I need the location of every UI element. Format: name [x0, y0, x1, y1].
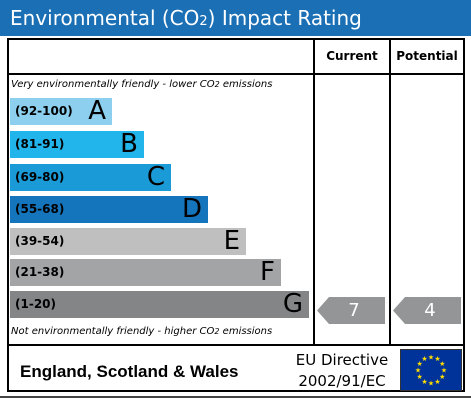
bottom-rule — [0, 396, 471, 398]
band-g: (1-20) G — [10, 291, 309, 318]
band-letter: B — [120, 129, 138, 159]
eu-star-icon: ★ — [434, 355, 440, 363]
band-range: (21-38) — [15, 265, 65, 279]
eu-star-icon: ★ — [441, 367, 447, 375]
footer-country: England, Scotland & Wales — [20, 362, 239, 381]
eu-star-icon: ★ — [434, 378, 440, 386]
title-bar: Environmental (CO2) Impact Rating — [0, 0, 471, 36]
eu-star-icon: ★ — [439, 373, 445, 381]
eu-star-icon: ★ — [439, 360, 445, 368]
potential-rating-arrow: 4 — [393, 297, 461, 324]
note-bottom: Not environmentally friendly - higher CO… — [11, 326, 273, 337]
potential-rating-value: 4 — [424, 300, 436, 321]
band-f: (21-38) F — [10, 259, 281, 286]
title-subscript: 2 — [199, 14, 208, 29]
band-range: (1-20) — [15, 297, 56, 311]
eu-star-icon: ★ — [417, 360, 423, 368]
column-divider-current — [313, 38, 315, 346]
eu-star-icon: ★ — [421, 355, 427, 363]
band-letter: E — [223, 226, 240, 256]
column-heading-current: Current — [326, 49, 378, 63]
band-range: (39-54) — [15, 234, 65, 248]
current-rating-arrow: 7 — [317, 297, 385, 324]
current-rating-value: 7 — [348, 300, 360, 321]
eu-flag-icon: ★ ★ ★ ★ ★ ★ ★ ★ ★ ★ ★ ★ — [400, 349, 462, 391]
eu-directive-line2: 2002/91/EC — [298, 372, 386, 390]
band-a: (92-100) A — [10, 98, 112, 125]
band-letter: G — [282, 289, 303, 319]
header-rule — [7, 73, 465, 75]
eu-star-icon: ★ — [415, 367, 421, 375]
eu-star-icon: ★ — [417, 373, 423, 381]
eu-star-icon: ★ — [421, 378, 427, 386]
band-range: (81-91) — [15, 137, 65, 151]
rating-frame — [7, 38, 465, 392]
band-letter: F — [260, 257, 275, 287]
band-letter: A — [88, 96, 106, 126]
eu-star-icon: ★ — [428, 380, 434, 388]
band-b: (81-91) B — [10, 131, 144, 158]
band-letter: D — [181, 194, 202, 224]
eu-directive-line1: EU Directive — [295, 351, 389, 369]
band-d: (55-68) D — [10, 196, 208, 223]
band-range: (69-80) — [15, 170, 65, 184]
eu-star-icon: ★ — [428, 354, 434, 362]
note-top: Very environmentally friendly - lower CO… — [11, 79, 273, 90]
band-c: (69-80) C — [10, 164, 171, 191]
page-title: Environmental (CO2) Impact Rating — [10, 6, 362, 30]
eu-stars-icon: ★★★★★★★★★ ★ ★★ — [415, 354, 447, 388]
band-e: (39-54) E — [10, 228, 246, 255]
band-range: (92-100) — [15, 104, 73, 118]
column-heading-potential: Potential — [396, 49, 458, 63]
band-letter: C — [146, 162, 165, 192]
footer-rule — [7, 344, 465, 346]
band-range: (55-68) — [15, 202, 65, 216]
column-divider-potential — [389, 38, 391, 346]
